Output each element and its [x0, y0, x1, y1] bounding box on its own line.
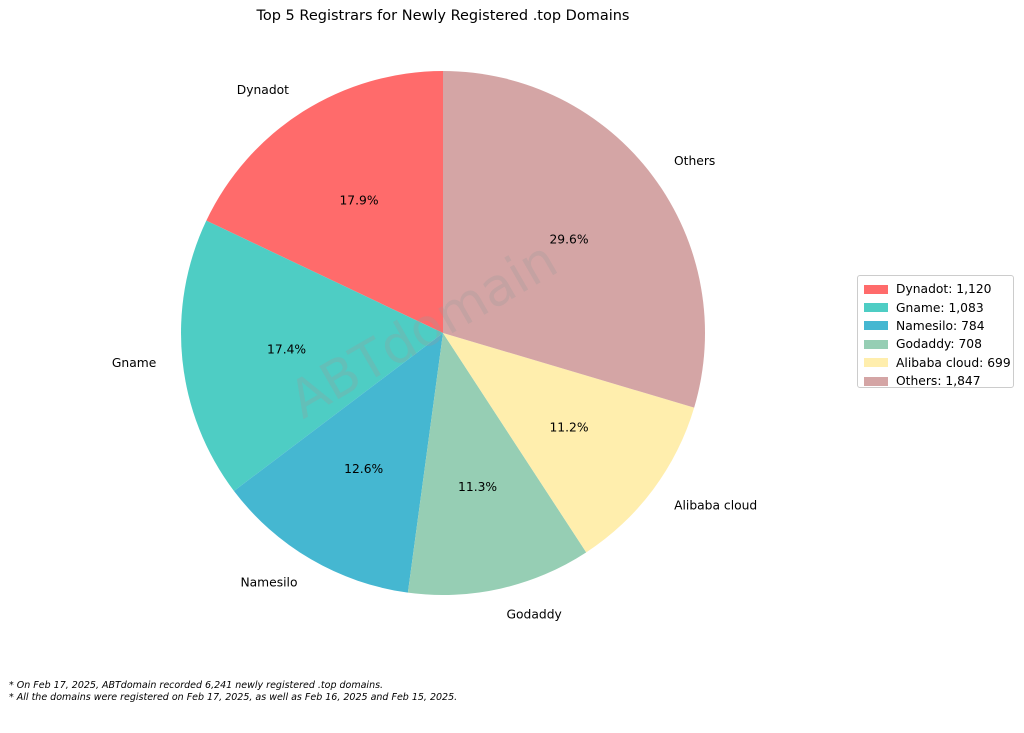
slice-gname — [181, 220, 443, 491]
pct-label-godaddy: 11.3% — [458, 480, 497, 494]
footnote-1: * On Feb 17, 2025, ABTdomain recorded 6,… — [9, 680, 384, 691]
category-label-namesilo: Namesilo — [240, 575, 297, 589]
legend-swatch — [864, 339, 888, 349]
legend-swatch — [864, 284, 888, 294]
pie-slices — [181, 71, 706, 596]
legend-swatch — [864, 303, 888, 313]
legend-item-gname: Gname: 1,083 — [864, 298, 1007, 316]
footnotes: * On Feb 17, 2025, ABTdomain recorded 6,… — [9, 680, 457, 703]
percentage-labels: 17.9% 17.4% 12.6% 11.3% 11.2% 29.6% — [267, 194, 588, 494]
legend-item-namesilo: Namesilo: 784 — [864, 317, 1007, 335]
legend-label: Alibaba cloud: 699 — [896, 355, 1011, 370]
slice-others — [443, 71, 706, 408]
pct-label-gname: 17.4% — [267, 343, 306, 357]
legend-label: Dynadot: 1,120 — [896, 282, 992, 297]
legend-item-others: Others: 1,847 — [864, 372, 1007, 390]
category-label-godaddy: Godaddy — [507, 608, 562, 622]
category-labels: Dynadot Gname Namesilo Godaddy Alibaba c… — [112, 83, 757, 622]
category-label-dynadot: Dynadot — [237, 83, 289, 97]
legend-swatch — [864, 376, 888, 386]
legend-item-alibaba-cloud: Alibaba cloud: 699 — [864, 354, 1011, 372]
legend-label: Gname: 1,083 — [896, 300, 984, 315]
legend: Dynadot: 1,120 Gname: 1,083 Namesilo: 78… — [857, 275, 1014, 388]
legend-swatch — [864, 358, 888, 368]
category-label-gname: Gname — [112, 356, 156, 370]
legend-swatch — [864, 321, 888, 331]
legend-label: Others: 1,847 — [896, 374, 981, 389]
category-label-alibaba-cloud: Alibaba cloud — [674, 499, 757, 513]
legend-item-dynadot: Dynadot: 1,120 — [864, 280, 1007, 298]
pct-label-namesilo: 12.6% — [344, 462, 383, 476]
pct-label-others: 29.6% — [549, 233, 588, 247]
slice-namesilo — [233, 333, 443, 593]
slice-dynadot — [206, 71, 443, 333]
category-label-others: Others — [674, 154, 715, 168]
slice-alibaba-cloud — [443, 333, 695, 553]
legend-label: Godaddy: 708 — [896, 337, 982, 352]
chart-title: Top 5 Registrars for Newly Registered .t… — [255, 8, 629, 24]
slice-godaddy — [407, 333, 587, 596]
legend-item-godaddy: Godaddy: 708 — [864, 335, 1007, 353]
pct-label-dynadot: 17.9% — [339, 194, 378, 208]
pct-label-alibaba-cloud: 11.2% — [549, 420, 588, 434]
legend-label: Namesilo: 784 — [896, 318, 985, 333]
footnote-2: * All the domains were registered on Feb… — [9, 691, 458, 703]
